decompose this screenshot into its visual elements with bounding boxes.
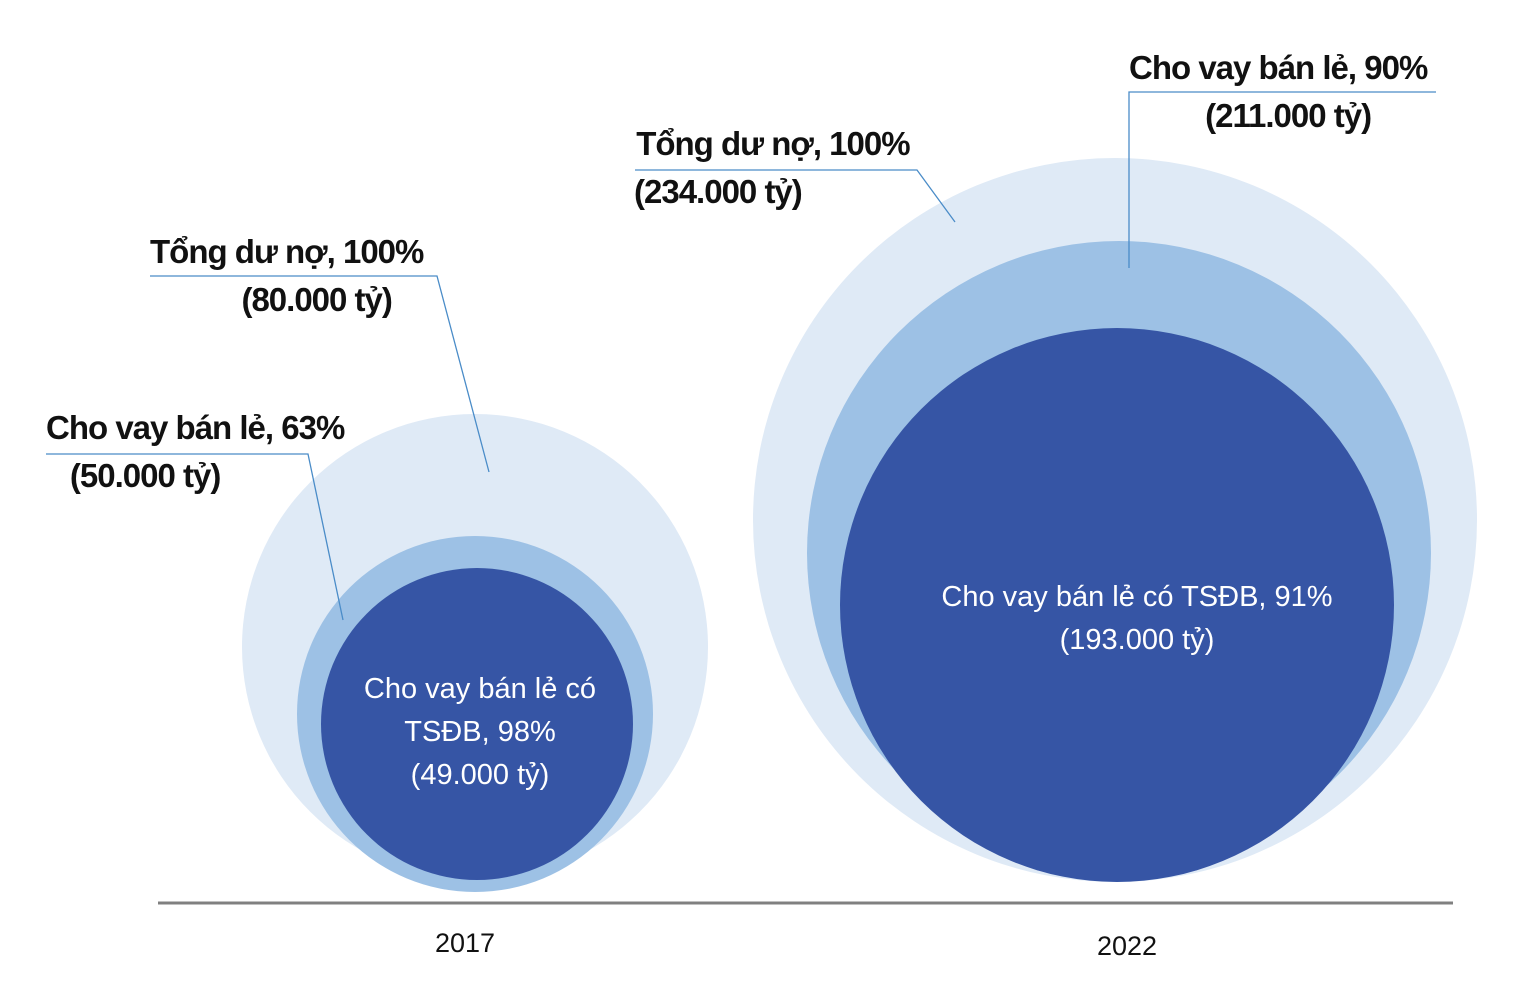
label-2022-total: Tổng dư nợ, 100% (234.000 tỷ) — [634, 120, 912, 216]
label-2022-secured: Cho vay bán lẻ có TSĐB, 91% (193.000 tỷ) — [941, 576, 1332, 662]
label-2017-secured: Cho vay bán lẻ có TSĐB, 98% (49.000 tỷ) — [364, 668, 596, 797]
leader-2017-total — [150, 275, 490, 473]
value-label: (193.000 tỷ) — [1059, 624, 1215, 656]
label-text: Tổng dư nợ, 100% — [636, 125, 910, 162]
label-text: Cho vay bán lẻ có — [363, 673, 597, 705]
leader-2017-retail — [46, 453, 344, 621]
label-2022-retail: Cho vay bán lẻ, 90% (211.000 tỷ) — [1129, 44, 1428, 140]
value-label: (49.000 tỷ) — [410, 759, 550, 791]
bubble-2022-secured — [840, 328, 1394, 882]
leader-2022-retail — [1128, 91, 1436, 268]
label-text: TSĐB, 98% — [404, 716, 556, 748]
label-text: Cho vay bán lẻ, 63% — [46, 409, 345, 446]
value-label: (211.000 tỷ) — [1205, 97, 1372, 134]
value-label: (234.000 tỷ) — [634, 173, 803, 210]
value-label: (50.000 tỷ) — [69, 457, 221, 494]
bubble-2017-secured — [321, 568, 633, 880]
label-2017-total: Tổng dư nợ, 100% (80.000 tỷ) — [150, 228, 424, 324]
label-text: Cho vay bán lẻ, 90% — [1129, 49, 1428, 86]
value-label: (80.000 tỷ) — [241, 281, 392, 318]
label-2017-retail: Cho vay bán lẻ, 63% (50.000 tỷ) — [46, 404, 345, 500]
label-text: Cho vay bán lẻ có TSĐB, 91% — [941, 581, 1333, 613]
leader-2022-total — [635, 169, 956, 223]
label-text: Tổng dư nợ, 100% — [150, 233, 424, 270]
x-tick-2017: 2017 — [434, 928, 496, 958]
x-tick-2022: 2022 — [1096, 931, 1158, 961]
